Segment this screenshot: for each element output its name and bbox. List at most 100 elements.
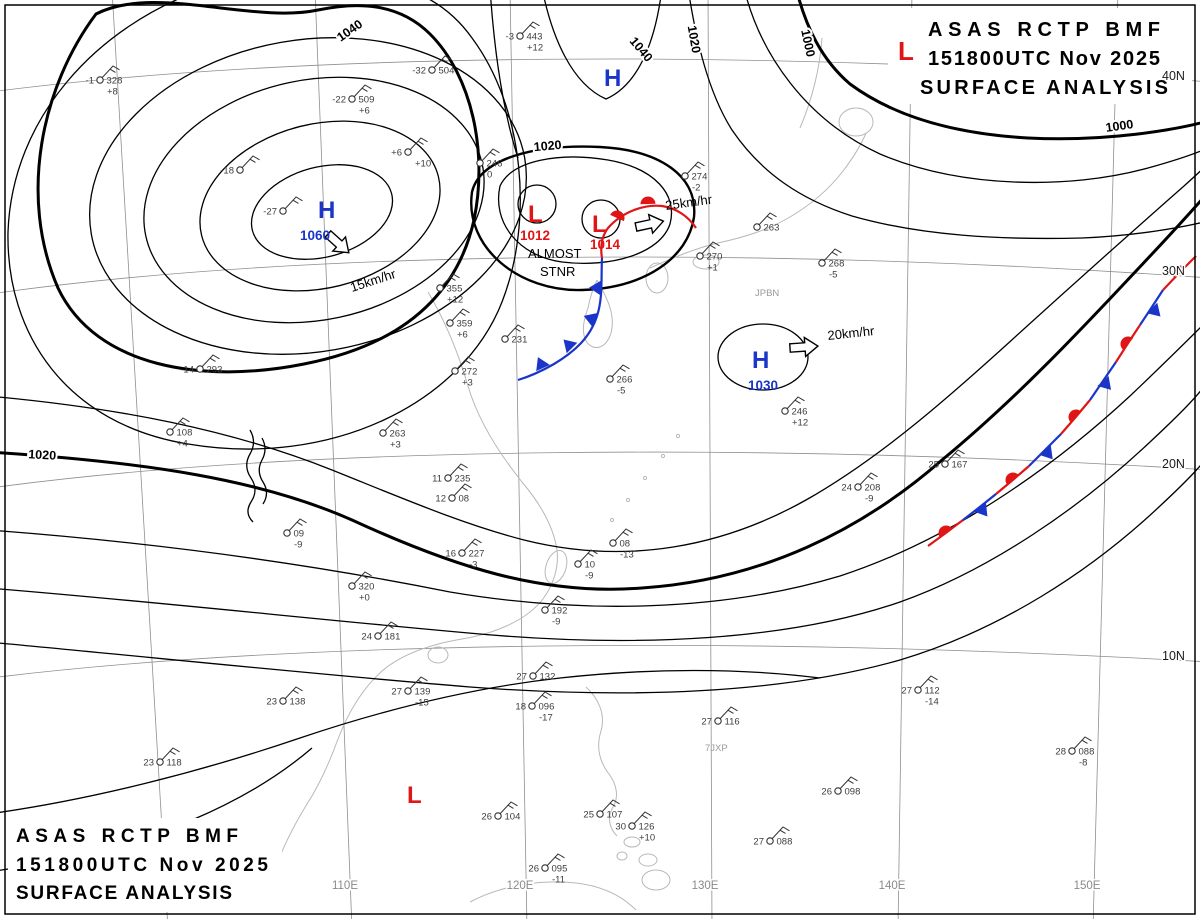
station-pressure: 359 (457, 319, 473, 330)
station-circle (428, 66, 436, 74)
wind-barb (433, 55, 452, 68)
station-circle (196, 365, 204, 373)
isobar-label: 1040 (334, 17, 365, 44)
isobar-label: 1020 (685, 24, 704, 54)
wind-barb (101, 65, 120, 78)
station-plot: 320+0 (348, 571, 375, 604)
station-tendency: +12 (792, 418, 808, 429)
isobar-label: 1000 (798, 28, 817, 58)
coastline-japan (649, 132, 867, 269)
station-pressure: 504 (439, 66, 455, 77)
wind-barb (546, 853, 565, 866)
station-pressure: 509 (359, 95, 375, 106)
wind-barb (161, 747, 180, 760)
station-pressure: 088 (777, 837, 793, 848)
station-pressure: 320 (359, 582, 375, 593)
latitude-label: 10N (1162, 649, 1185, 663)
station-pressure: 246 (487, 159, 503, 170)
station-plot: 359+6 (446, 308, 473, 341)
station-temperature: 27 (701, 717, 712, 728)
station-pressure: 443 (527, 32, 543, 43)
station-circle (494, 812, 502, 820)
cold-front-symbol (536, 357, 550, 372)
coastline-hokkaido (838, 107, 874, 137)
station-plot: -18 (220, 155, 260, 177)
station-tendency: +1 (707, 263, 718, 274)
station-circle (574, 560, 582, 568)
station-tendency: -14 (925, 697, 939, 708)
isobar (0, 170, 1200, 553)
station-circle (458, 549, 466, 557)
station-plot: 246+12 (781, 396, 808, 429)
station-plot: 16 227-3 (445, 538, 484, 571)
station-pressure: 235 (455, 474, 471, 485)
wind-barb (284, 686, 303, 699)
longitude-line (1092, 0, 1119, 919)
pressure-system-l: L (592, 211, 607, 238)
station-temperature: 25 (928, 460, 939, 471)
isobar (0, 390, 1200, 642)
annotation: 15km/hr (348, 266, 398, 295)
isobar (89, 37, 527, 355)
wind-barb (686, 161, 705, 174)
low-symbol: L (898, 36, 914, 66)
wind-barb (441, 273, 460, 286)
station-id: JPBN (755, 288, 779, 299)
title-blocks: L ASAS RCTP BMF 151800UTC Nov 2025 SURFA… (8, 8, 1192, 912)
stationary-front-warm-segment (600, 204, 697, 259)
wind-barb (786, 396, 805, 409)
station-circle (1068, 747, 1076, 755)
station-plot: 108+4 (166, 417, 193, 450)
station-tendency: +6 (457, 330, 468, 341)
annotation: ALMOST (528, 246, 582, 261)
station-temperature: 26 (528, 864, 539, 875)
station-tendency: -5 (829, 270, 837, 281)
station-pressure: 272 (462, 367, 478, 378)
isobar (498, 156, 673, 265)
station-pressure: 355 (447, 284, 463, 295)
station-plot: 24 181 (361, 621, 400, 643)
station-plot: 30 126+10 (615, 811, 655, 844)
station-circle (348, 582, 356, 590)
coastline-island (616, 851, 628, 861)
station-temperature: 26 (481, 812, 492, 823)
wind-barb (533, 691, 552, 704)
station-plot: 355+12 (436, 273, 463, 306)
isobar (490, 0, 519, 159)
coastline-china (271, 291, 558, 873)
station-circle (696, 252, 704, 260)
coastline-island (638, 853, 658, 867)
isobar-label: 1000 (1105, 117, 1135, 135)
station-plot: 09-9 (283, 518, 307, 551)
annotation: STNR (540, 264, 575, 279)
wind-barb (946, 449, 965, 462)
station-tendency: -17 (539, 713, 553, 724)
station-circle (374, 632, 382, 640)
station-pressure: 139 (415, 687, 431, 698)
station-circle (753, 223, 761, 231)
longitude-label: 150E (1074, 880, 1101, 892)
coastline-islet (642, 475, 648, 481)
station-pressure: 167 (952, 460, 968, 471)
station-circle (283, 529, 291, 537)
station-pressure: 108 (177, 428, 193, 439)
longitude-label: 110E (332, 880, 358, 892)
station-circle (914, 686, 922, 694)
annotation: 25km/hr (664, 191, 713, 212)
wind-barb (611, 364, 630, 377)
station-pressure: 266 (617, 375, 633, 386)
wind-barb (456, 356, 475, 369)
station-plot: 263+3 (379, 418, 405, 451)
station-id: 7JXP (705, 743, 728, 754)
coastline-luzon (585, 686, 618, 837)
station-pressure: 09 (294, 529, 305, 540)
isobar-1020-loop (470, 145, 696, 292)
wind-barb (449, 463, 468, 476)
wind-barb (384, 418, 403, 431)
station-temperature: -3 (506, 32, 514, 43)
pressure-system-h: H (318, 197, 335, 224)
station-pressure: 132 (540, 672, 556, 683)
